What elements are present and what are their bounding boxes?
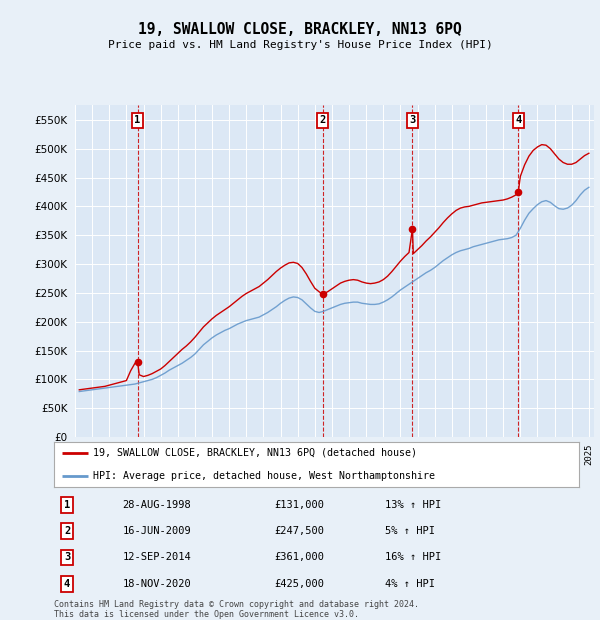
Text: £425,000: £425,000 <box>275 579 325 589</box>
Text: 2: 2 <box>319 115 326 125</box>
Text: 4: 4 <box>515 115 521 125</box>
Text: 28-AUG-1998: 28-AUG-1998 <box>122 500 191 510</box>
Text: 13% ↑ HPI: 13% ↑ HPI <box>385 500 441 510</box>
Text: 3: 3 <box>64 552 70 562</box>
Text: Price paid vs. HM Land Registry's House Price Index (HPI): Price paid vs. HM Land Registry's House … <box>107 40 493 50</box>
Text: 16-JUN-2009: 16-JUN-2009 <box>122 526 191 536</box>
Text: £361,000: £361,000 <box>275 552 325 562</box>
Text: 16% ↑ HPI: 16% ↑ HPI <box>385 552 441 562</box>
Text: 12-SEP-2014: 12-SEP-2014 <box>122 552 191 562</box>
Text: 4% ↑ HPI: 4% ↑ HPI <box>385 579 435 589</box>
Text: 2: 2 <box>64 526 70 536</box>
Text: 19, SWALLOW CLOSE, BRACKLEY, NN13 6PQ: 19, SWALLOW CLOSE, BRACKLEY, NN13 6PQ <box>138 22 462 37</box>
Text: 19, SWALLOW CLOSE, BRACKLEY, NN13 6PQ (detached house): 19, SWALLOW CLOSE, BRACKLEY, NN13 6PQ (d… <box>94 448 418 458</box>
Text: Contains HM Land Registry data © Crown copyright and database right 2024.
This d: Contains HM Land Registry data © Crown c… <box>54 600 419 619</box>
Text: £247,500: £247,500 <box>275 526 325 536</box>
Text: 1: 1 <box>134 115 140 125</box>
Text: 4: 4 <box>64 579 70 589</box>
Text: 18-NOV-2020: 18-NOV-2020 <box>122 579 191 589</box>
Text: 3: 3 <box>409 115 416 125</box>
Text: 1: 1 <box>64 500 70 510</box>
Text: 5% ↑ HPI: 5% ↑ HPI <box>385 526 435 536</box>
Text: HPI: Average price, detached house, West Northamptonshire: HPI: Average price, detached house, West… <box>94 471 436 481</box>
Text: £131,000: £131,000 <box>275 500 325 510</box>
